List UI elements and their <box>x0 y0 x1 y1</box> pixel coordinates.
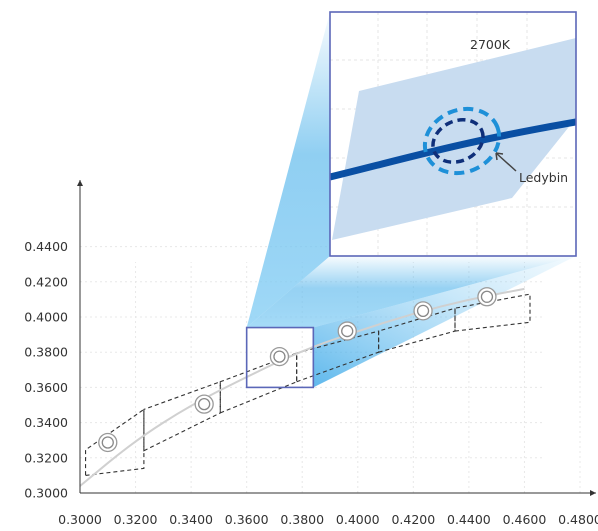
point-ring-inner <box>416 304 430 317</box>
x-tick-label: 0.4200 <box>391 512 435 527</box>
data-point <box>477 287 497 307</box>
x-tick-labels: 0.3000 0.3200 0.3400 0.3600 0.3800 0.4000 0.42… <box>58 512 598 527</box>
point-ring-outer <box>337 321 357 341</box>
point-ring-inner <box>341 324 354 338</box>
bin-quadrilateral <box>143 380 221 452</box>
y-tick-label: 0.3600 <box>24 380 68 395</box>
inset-dashed-ellipse-inner <box>431 118 485 164</box>
y-tick-labels: 0.3000 0.3200 0.3400 0.3600 0.3800 0.4000 0.42… <box>24 239 68 500</box>
inset-border <box>329 11 577 257</box>
data-point <box>413 301 433 321</box>
beam-right <box>313 256 576 388</box>
data-point <box>98 432 118 453</box>
y-tick-label: 0.3800 <box>24 345 68 360</box>
x-tick-label: 0.4400 <box>447 512 491 527</box>
bin-quadrilateral <box>296 330 380 383</box>
data-point <box>269 346 290 367</box>
point-ring-inner <box>101 436 114 449</box>
bin-quadrilateral <box>454 293 531 332</box>
point-ring-outer <box>477 287 497 307</box>
x-tick-label: 0.3800 <box>280 512 324 527</box>
y-tick-label: 0.4200 <box>24 274 68 289</box>
bin-quadrilateral <box>85 408 145 477</box>
point-ring-inner <box>273 350 286 363</box>
point-ring-outer <box>269 346 290 367</box>
bins <box>85 293 531 477</box>
point-ring-inner <box>198 397 211 411</box>
zoom-inset: 2700K Ledybin <box>329 11 577 257</box>
points <box>98 287 497 453</box>
beam-left <box>246 12 330 328</box>
y-tick-label: 0.3400 <box>24 415 68 430</box>
data-point <box>337 321 357 341</box>
y-tick-label: 0.3200 <box>24 450 68 465</box>
point-ring-outer <box>413 301 433 321</box>
x-tick-label: 0.3400 <box>169 512 213 527</box>
x-tick-label: 0.4800 <box>558 512 598 527</box>
arrow-icon <box>495 152 517 172</box>
y-tick-label: 0.4400 <box>24 239 68 254</box>
inset-label-point: Ledybin <box>519 170 568 185</box>
bin-quadrilateral <box>378 307 456 353</box>
x-tick-label: 0.3200 <box>114 512 158 527</box>
point-ring-outer <box>98 432 118 453</box>
y-tick-label: 0.4000 <box>24 310 68 325</box>
x-tick-label: 0.3600 <box>225 512 269 527</box>
zoom-beam <box>246 12 576 388</box>
inset-bin-region <box>332 38 576 240</box>
x-tick-label: 0.4600 <box>503 512 547 527</box>
beam-top <box>246 256 576 328</box>
planckian-curve <box>79 287 525 487</box>
inset-dashed-ellipse-outer <box>422 106 502 176</box>
x-tick-label: 0.4000 <box>336 512 380 527</box>
point-ring-inner <box>480 290 494 303</box>
bin-quadrilateral <box>219 352 298 414</box>
y-tick-label: 0.3000 <box>24 486 68 501</box>
x-axis-arrow <box>590 490 596 496</box>
zoom-box <box>245 326 315 389</box>
x-tick-label: 0.3000 <box>58 512 102 527</box>
data-point <box>194 394 214 414</box>
axes <box>77 180 596 496</box>
inset-label-bin: 2700K <box>470 37 511 52</box>
y-axis-arrow <box>77 180 83 186</box>
point-ring-outer <box>194 394 214 414</box>
